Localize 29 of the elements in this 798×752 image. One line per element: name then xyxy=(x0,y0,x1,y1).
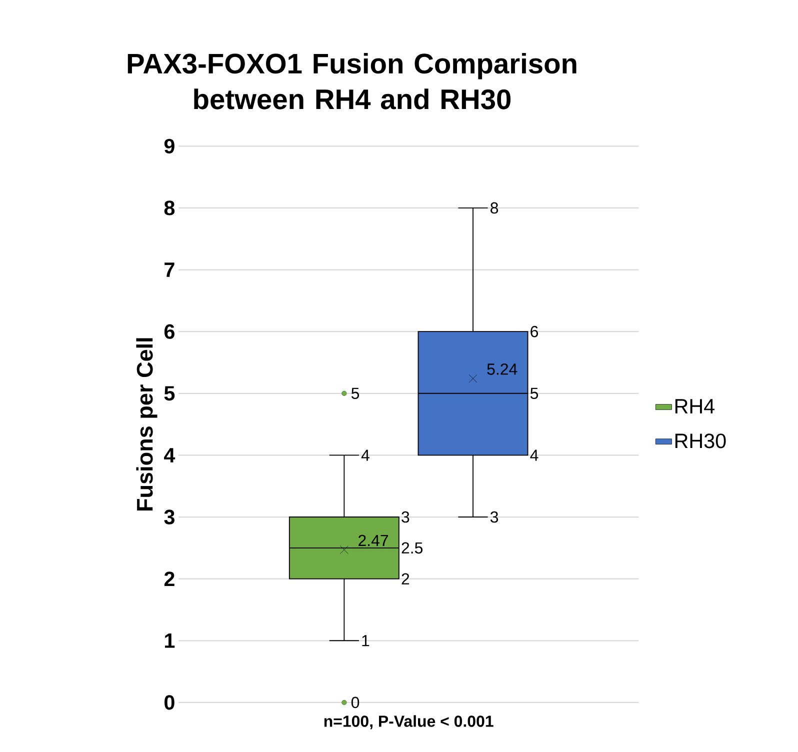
annotation: 8 xyxy=(490,202,498,214)
annotation: 3 xyxy=(402,511,410,522)
y-tick-label: 1 xyxy=(165,633,175,648)
y-tick-label: 9 xyxy=(164,138,174,154)
annotation: 2.5 xyxy=(402,542,423,554)
y-axis-title: Fusions per Cell xyxy=(136,338,158,510)
y-tick-label: 7 xyxy=(164,262,174,277)
annotation: 5.24 xyxy=(487,363,518,375)
y-tick-label: 6 xyxy=(164,324,174,339)
y-tick-label: 0 xyxy=(164,694,174,710)
legend-label: RH4 xyxy=(675,398,714,414)
chart-title: PAX3-FOXO1 Fusion Comparison between RH4 and RH30 xyxy=(128,52,576,110)
annotation: 4 xyxy=(530,449,538,460)
x-axis-title: n=100, P-Value < 0.001 xyxy=(324,714,494,730)
annotation: 5 xyxy=(530,388,538,399)
y-tick-label: 3 xyxy=(164,509,174,524)
y-tick-label: 5 xyxy=(164,386,175,400)
y-tick-label: 2 xyxy=(164,571,174,586)
annotation: 2 xyxy=(402,573,410,584)
y-tick-label: 8 xyxy=(164,200,175,216)
annotation: 3 xyxy=(490,511,498,522)
annotation: 0 xyxy=(351,696,360,708)
annotation: 1 xyxy=(362,634,370,646)
legend-label: RH30 xyxy=(675,433,726,448)
annotation: 6 xyxy=(530,326,538,338)
annotation: 4 xyxy=(361,449,370,460)
annotation: 2.47 xyxy=(358,534,388,546)
y-tick-label: 4 xyxy=(164,448,176,462)
annotation: 5 xyxy=(351,388,360,399)
